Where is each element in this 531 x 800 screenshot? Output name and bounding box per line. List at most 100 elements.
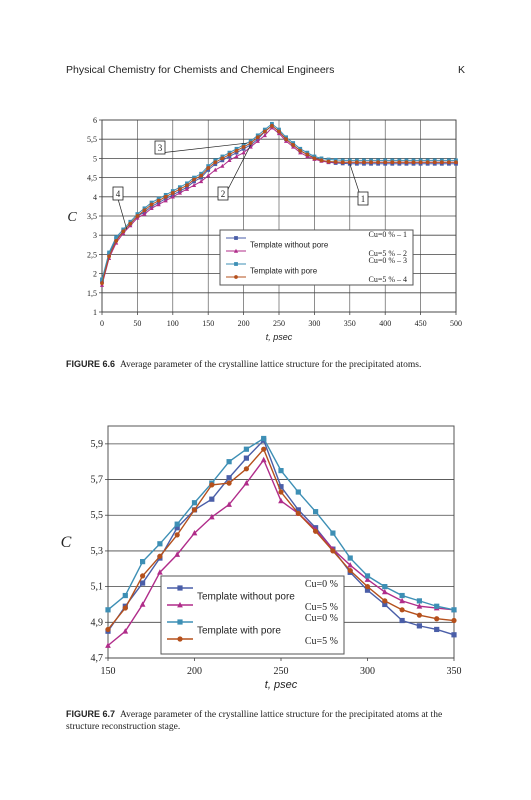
- data-point-s2: [174, 551, 181, 557]
- data-point-s1: [206, 168, 211, 172]
- data-point-s3: [333, 158, 338, 162]
- data-point-s4: [277, 129, 281, 134]
- y-tick-label: 6: [93, 116, 97, 125]
- legend-swatch-marker: [177, 636, 183, 642]
- y-tick-label: 5,3: [91, 546, 104, 557]
- data-point-s3: [326, 157, 331, 162]
- data-point-s1: [364, 587, 371, 593]
- data-point-s3: [100, 277, 104, 282]
- data-point-s3: [156, 196, 161, 201]
- data-point-s2: [262, 133, 267, 138]
- data-point-s3: [416, 598, 422, 604]
- y-tick-label: 5,9: [91, 439, 104, 450]
- y-tick-label: 5,5: [91, 510, 104, 521]
- data-point-s4: [313, 528, 319, 534]
- data-point-s3: [319, 156, 324, 161]
- data-point-s3: [255, 133, 260, 138]
- data-point-s3: [226, 459, 232, 465]
- data-point-s4: [383, 160, 388, 165]
- running-head-letter: K: [457, 64, 465, 76]
- data-point-s4: [404, 160, 409, 165]
- data-point-s1: [174, 525, 180, 531]
- data-point-s3: [149, 200, 154, 205]
- legend-entry: Cu=5 %: [305, 636, 338, 647]
- data-point-s3: [241, 143, 246, 147]
- data-point-s4: [191, 507, 198, 513]
- data-point-s4: [226, 480, 232, 486]
- callout-label: 1: [361, 194, 366, 204]
- data-point-s3: [122, 592, 128, 599]
- data-point-s3: [295, 489, 301, 495]
- data-point-s3: [170, 189, 175, 193]
- data-point-s3: [291, 141, 296, 145]
- data-point-s1: [213, 162, 218, 167]
- data-point-s3: [399, 592, 405, 599]
- callout-box: [112, 186, 124, 201]
- data-point-s4: [114, 239, 119, 243]
- data-point-s4: [354, 160, 359, 165]
- figure-6-7-caption-text: Average parameter of the crystalline lat…: [66, 710, 443, 732]
- data-point-s3: [383, 158, 388, 163]
- x-tick-label: 350: [344, 319, 356, 328]
- data-point-s3: [362, 158, 366, 163]
- data-point-s3: [284, 135, 288, 140]
- data-point-s1: [416, 623, 422, 629]
- y-tick-label: 1,5: [87, 289, 97, 298]
- y-tick-label: 2: [93, 270, 97, 279]
- data-point-s3: [157, 541, 163, 547]
- data-point-s2: [142, 211, 147, 216]
- legend-entry: Cu=0 %: [305, 579, 338, 590]
- data-point-s4: [121, 229, 126, 234]
- data-point-s3: [418, 158, 423, 163]
- legend-box: [219, 229, 414, 286]
- legend-entry: Cu=5 %: [305, 602, 338, 613]
- legend-group-label: Template with pore: [197, 626, 281, 637]
- x-axis-label: t, psec: [266, 332, 293, 342]
- data-point-s3: [447, 158, 451, 163]
- y-tick-label: 4: [93, 193, 97, 202]
- data-point-s4: [206, 166, 211, 170]
- data-point-s2: [260, 456, 267, 463]
- y-tick-label: 4,5: [87, 174, 97, 183]
- data-point-s3: [191, 500, 198, 506]
- data-point-s2: [156, 202, 161, 207]
- data-point-s3: [451, 607, 457, 613]
- data-point-s3: [369, 158, 373, 163]
- data-point-s2: [227, 158, 232, 163]
- running-head-title: Physical Chemistry for Chemists and Chem…: [66, 64, 335, 76]
- data-point-s4: [241, 144, 246, 149]
- data-point-s4: [347, 160, 352, 165]
- data-point-s2: [234, 154, 239, 159]
- legend-swatch-marker: [177, 601, 183, 608]
- data-point-s3: [248, 139, 253, 144]
- data-point-s4: [157, 553, 163, 559]
- y-axis-label: C: [61, 534, 72, 551]
- data-point-s4: [364, 584, 371, 590]
- data-point-s4: [278, 489, 284, 495]
- legend-group-label: Template without pore: [197, 592, 295, 603]
- legend-swatch-marker: [234, 262, 238, 266]
- data-point-s3: [199, 171, 204, 176]
- legend-entry: Cu=5 % – 4: [368, 275, 407, 284]
- data-point-s3: [213, 158, 218, 163]
- x-tick-label: 150: [101, 666, 116, 677]
- data-point-s4: [333, 159, 338, 164]
- data-point-s1: [209, 496, 215, 502]
- data-point-s3: [105, 607, 111, 613]
- data-point-s4: [209, 482, 215, 488]
- data-point-s1: [382, 601, 388, 608]
- data-point-s2: [381, 588, 388, 595]
- data-point-s4: [213, 160, 218, 165]
- data-point-s2: [199, 179, 204, 184]
- x-tick-label: 100: [167, 319, 179, 328]
- data-point-s4: [418, 160, 423, 165]
- data-point-s3: [262, 127, 267, 132]
- data-point-s3: [347, 158, 352, 163]
- data-point-s4: [447, 160, 451, 165]
- data-point-s3: [185, 181, 189, 186]
- data-point-s4: [390, 160, 395, 165]
- x-tick-label: 150: [202, 319, 214, 328]
- data-point-s3: [434, 603, 440, 609]
- data-point-s3: [261, 435, 267, 442]
- y-tick-label: 5,5: [87, 135, 97, 144]
